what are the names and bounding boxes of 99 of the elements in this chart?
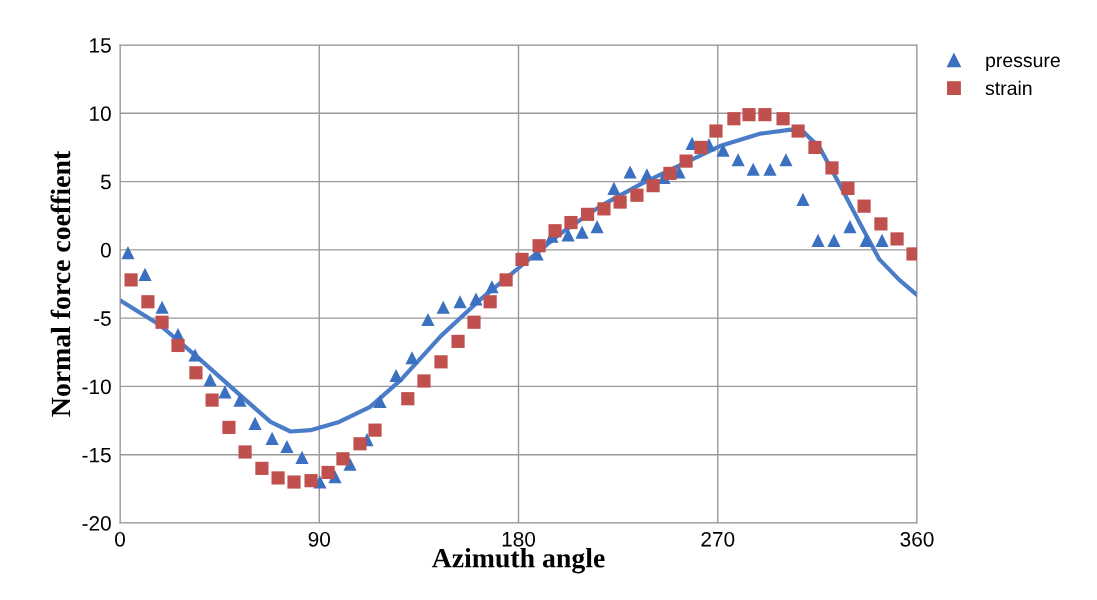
point bbox=[746, 162, 760, 176]
point bbox=[469, 292, 483, 306]
point bbox=[646, 179, 660, 193]
y-tick-label: 0 bbox=[100, 242, 111, 258]
point bbox=[280, 439, 294, 454]
point bbox=[499, 273, 513, 287]
point bbox=[808, 140, 822, 155]
point bbox=[694, 140, 708, 155]
point bbox=[295, 450, 309, 465]
x-tick-label: 180 bbox=[502, 531, 536, 547]
point bbox=[731, 153, 745, 167]
point bbox=[890, 232, 904, 246]
y-tick-label: 5 bbox=[100, 174, 111, 190]
y-tick-label: -20 bbox=[82, 516, 111, 531]
point bbox=[875, 233, 889, 247]
point bbox=[709, 124, 723, 138]
point bbox=[763, 162, 777, 176]
point bbox=[742, 108, 756, 122]
point bbox=[467, 315, 481, 329]
point bbox=[205, 393, 219, 407]
point bbox=[304, 474, 318, 488]
point bbox=[248, 416, 262, 430]
point bbox=[203, 373, 217, 387]
legend-label: pressure bbox=[986, 56, 1060, 72]
point bbox=[353, 437, 367, 451]
point bbox=[124, 273, 138, 287]
point bbox=[727, 112, 741, 126]
point bbox=[532, 239, 546, 253]
point bbox=[238, 445, 252, 459]
point bbox=[287, 475, 301, 489]
point bbox=[825, 161, 839, 175]
point bbox=[483, 295, 497, 309]
point bbox=[843, 220, 857, 234]
point bbox=[321, 465, 335, 480]
point bbox=[188, 348, 202, 362]
point bbox=[434, 355, 448, 369]
y-tick-label: 15 bbox=[90, 38, 111, 53]
point bbox=[436, 300, 450, 314]
x-tick-label: 360 bbox=[900, 531, 934, 547]
point bbox=[841, 181, 855, 195]
point bbox=[630, 188, 644, 202]
point bbox=[607, 181, 621, 195]
point bbox=[141, 295, 155, 309]
y-axis-title: Normal force coeffient bbox=[50, 150, 71, 417]
point bbox=[791, 124, 805, 138]
point bbox=[155, 300, 169, 314]
y-tick-label: -15 bbox=[82, 447, 111, 463]
y-tick-label: -5 bbox=[94, 311, 111, 326]
point bbox=[233, 393, 247, 407]
point bbox=[255, 461, 269, 475]
point bbox=[515, 252, 529, 266]
y-tick-label: 10 bbox=[90, 106, 111, 122]
point bbox=[776, 112, 790, 126]
point bbox=[796, 192, 810, 206]
point bbox=[373, 394, 387, 409]
point bbox=[189, 366, 203, 380]
point bbox=[716, 143, 730, 157]
point bbox=[222, 420, 236, 434]
point bbox=[874, 217, 888, 231]
point bbox=[271, 471, 285, 485]
point bbox=[679, 154, 693, 168]
point bbox=[451, 334, 465, 348]
point bbox=[485, 280, 499, 294]
point bbox=[623, 165, 637, 179]
point bbox=[561, 228, 575, 242]
point bbox=[218, 385, 232, 399]
point bbox=[368, 423, 382, 437]
point bbox=[758, 108, 772, 122]
point bbox=[859, 233, 873, 247]
point bbox=[663, 166, 677, 180]
point bbox=[421, 312, 435, 327]
point bbox=[779, 153, 793, 167]
point bbox=[827, 233, 841, 247]
point bbox=[265, 431, 279, 445]
point bbox=[405, 351, 419, 365]
point bbox=[155, 315, 169, 329]
point bbox=[121, 246, 135, 260]
point bbox=[389, 368, 403, 383]
point bbox=[401, 392, 415, 406]
y-tick-label: -10 bbox=[82, 379, 111, 395]
x-tick-label: 0 bbox=[115, 531, 125, 547]
point bbox=[575, 225, 589, 239]
x-tick-label: 270 bbox=[701, 531, 735, 547]
point bbox=[811, 233, 825, 247]
x-tick-label: 90 bbox=[308, 531, 331, 547]
point bbox=[417, 374, 431, 388]
x-axis-title: Azimuth angle bbox=[431, 547, 605, 574]
point bbox=[597, 202, 611, 216]
point bbox=[171, 338, 185, 353]
point bbox=[564, 215, 578, 230]
point bbox=[548, 224, 562, 238]
legend-label: strain bbox=[985, 80, 1032, 96]
point bbox=[138, 267, 152, 282]
point bbox=[857, 199, 871, 213]
point bbox=[453, 295, 467, 309]
point bbox=[590, 220, 604, 234]
point bbox=[336, 452, 350, 466]
point bbox=[580, 207, 595, 221]
point bbox=[613, 195, 627, 209]
